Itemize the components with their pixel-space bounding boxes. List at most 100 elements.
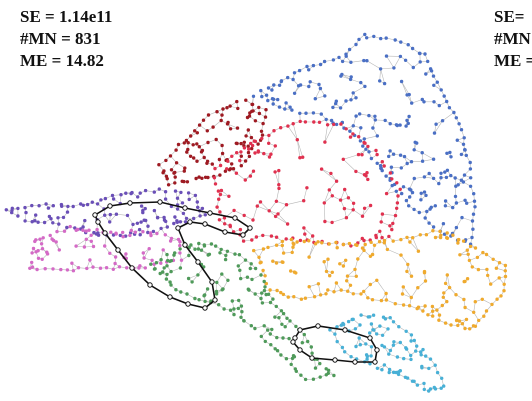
graph-node-green bbox=[274, 304, 278, 309]
graph-node-orange bbox=[451, 233, 455, 237]
graph-node-orange bbox=[477, 318, 481, 323]
graph-node-orange bbox=[399, 253, 403, 257]
graph-node-blue bbox=[451, 205, 455, 210]
graph-node-cyan bbox=[397, 370, 401, 374]
graph-node-orange bbox=[313, 242, 318, 246]
graph-node-pink bbox=[31, 246, 36, 251]
graph-node-crimson bbox=[387, 234, 391, 239]
graph-node-crimson bbox=[260, 136, 264, 141]
graph-node-cyan bbox=[419, 353, 423, 357]
graph-node-orange bbox=[353, 267, 357, 272]
graph-node-crimson bbox=[388, 171, 393, 175]
graph-node-crimson bbox=[295, 138, 299, 142]
graph-edge bbox=[292, 123, 298, 140]
graph-node-green bbox=[159, 258, 163, 262]
graph-node-crimson bbox=[213, 166, 217, 171]
graph-node-crimson bbox=[382, 164, 386, 168]
graph-node-darkred bbox=[220, 143, 224, 148]
graph-node-blue bbox=[439, 171, 443, 175]
graph-node-blue bbox=[423, 216, 427, 220]
graph-node-green bbox=[197, 241, 201, 246]
graph-node-darkred bbox=[251, 109, 255, 113]
graph-node-green bbox=[259, 296, 263, 301]
graph-node-darkred bbox=[230, 162, 234, 166]
graph-edge bbox=[409, 241, 419, 252]
graph-node-orange bbox=[359, 292, 363, 296]
graph-node-purple bbox=[16, 206, 20, 211]
graph-node-purple bbox=[200, 206, 205, 211]
graph-node-darkred bbox=[182, 169, 186, 173]
graph-node-pink bbox=[178, 240, 182, 244]
graph-node-blue bbox=[410, 101, 414, 105]
graph-node-green bbox=[236, 306, 240, 311]
graph-node-orange bbox=[430, 304, 435, 309]
graph-node-green bbox=[263, 285, 267, 289]
graph-node-blue bbox=[349, 60, 353, 64]
graph-node-orange bbox=[275, 288, 279, 293]
graph-edge bbox=[422, 152, 434, 160]
graph-node-pink bbox=[141, 230, 145, 234]
graph-node-purple bbox=[152, 208, 157, 213]
graph-node-orange bbox=[462, 279, 466, 284]
graph-node-crimson bbox=[356, 152, 361, 157]
graph-edge bbox=[324, 195, 333, 204]
graph-node-purple bbox=[179, 190, 183, 195]
graph-node-green bbox=[219, 247, 223, 252]
graph-node-darkred bbox=[174, 148, 178, 152]
graph-node-green bbox=[189, 243, 193, 247]
graph-node-cyan bbox=[358, 343, 362, 347]
graph-node-blue bbox=[344, 52, 348, 56]
graph-node-darkred bbox=[220, 151, 225, 156]
graph-node-crimson bbox=[380, 212, 385, 216]
graph-node-orange bbox=[289, 237, 294, 242]
graph-edge bbox=[456, 217, 463, 228]
graph-node-blue bbox=[398, 123, 402, 127]
highlighted-path-node bbox=[290, 339, 296, 345]
graph-node-blue bbox=[422, 190, 427, 194]
graph-node-green bbox=[269, 343, 273, 347]
graph-node-green bbox=[268, 332, 272, 336]
graph-node-purple bbox=[163, 190, 168, 194]
graph-edge bbox=[403, 286, 412, 298]
graph-node-cyan bbox=[369, 322, 374, 326]
graph-node-green bbox=[253, 326, 257, 331]
graph-node-cyan bbox=[380, 343, 384, 348]
graph-node-blue bbox=[432, 83, 436, 88]
graph-node-orange bbox=[475, 255, 480, 260]
graph-node-orange bbox=[368, 282, 372, 287]
graph-node-green bbox=[294, 369, 298, 373]
graph-node-crimson bbox=[396, 194, 400, 198]
graph-node-pink bbox=[108, 251, 112, 255]
graph-node-darkred bbox=[264, 108, 268, 112]
graph-node-orange bbox=[443, 281, 448, 286]
graph-node-blue bbox=[307, 84, 311, 89]
graph-edge bbox=[308, 243, 316, 258]
graph-node-pink bbox=[88, 258, 92, 262]
graph-node-pink bbox=[38, 237, 42, 241]
graph-node-blue bbox=[407, 92, 411, 97]
graph-node-crimson bbox=[366, 144, 370, 149]
highlighted-path-node bbox=[167, 294, 173, 300]
graph-node-darkred bbox=[249, 135, 254, 140]
graph-node-orange bbox=[279, 290, 283, 295]
graph-node-purple bbox=[16, 214, 20, 218]
graph-node-crimson bbox=[258, 200, 263, 204]
graph-node-purple bbox=[92, 230, 96, 235]
graph-node-darkred bbox=[259, 129, 264, 133]
highlighted-path-node bbox=[297, 347, 303, 353]
graph-node-orange bbox=[445, 299, 449, 304]
graph-node-darkred bbox=[205, 159, 210, 163]
graph-node-darkred bbox=[195, 159, 199, 163]
graph-node-purple bbox=[173, 215, 177, 219]
graph-node-orange bbox=[280, 243, 284, 248]
graph-node-green bbox=[249, 324, 253, 328]
graph-node-orange bbox=[274, 243, 279, 247]
graph-node-blue bbox=[419, 191, 423, 195]
graph-node-green bbox=[149, 262, 153, 266]
graph-node-orange bbox=[411, 236, 415, 240]
graph-node-blue bbox=[389, 165, 394, 169]
graph-node-purple bbox=[129, 191, 133, 196]
graph-node-crimson bbox=[277, 183, 281, 187]
highlighted-path-node bbox=[115, 247, 121, 253]
graph-node-crimson bbox=[330, 220, 334, 225]
